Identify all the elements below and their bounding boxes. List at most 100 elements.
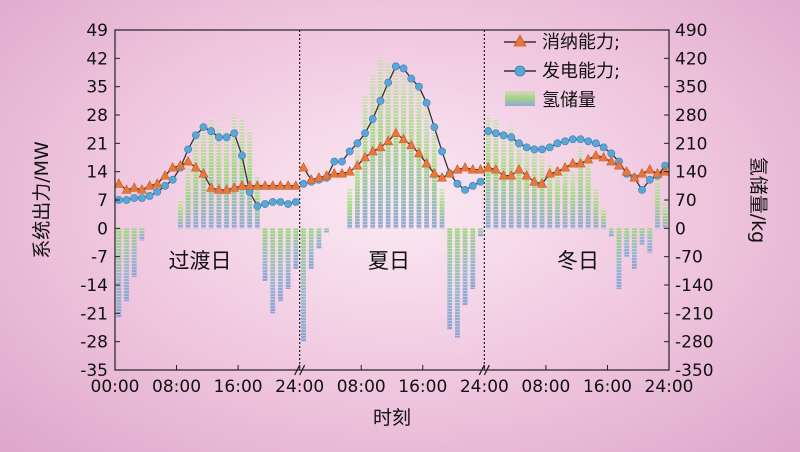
generate-point xyxy=(507,133,516,142)
hydrogen-bar-texture xyxy=(116,228,122,318)
y-axis-title-right: 氢储量/kg xyxy=(747,157,769,243)
hydrogen-bar-texture xyxy=(539,155,545,229)
absorb-point xyxy=(552,166,563,176)
generate-point xyxy=(453,179,462,188)
left-tick-label: -28 xyxy=(80,333,108,353)
generate-point xyxy=(645,175,654,184)
hydrogen-bar-texture xyxy=(416,86,422,229)
generate-point xyxy=(384,78,393,87)
left-tick-label: -14 xyxy=(80,276,108,296)
generate-point xyxy=(145,192,154,200)
absorb-point xyxy=(606,155,617,166)
generate-point xyxy=(261,200,269,208)
generate-line xyxy=(118,126,296,207)
right-tick-label: 280 xyxy=(675,106,707,126)
x-tick-label: 08:00 xyxy=(521,377,570,397)
absorb-point xyxy=(406,139,417,150)
left-tick-label: -7 xyxy=(91,248,108,268)
left-tick-label: -21 xyxy=(80,304,108,324)
absorb-point xyxy=(467,164,478,174)
generate-point xyxy=(207,127,216,136)
right-tick-label: 210 xyxy=(675,134,707,154)
generate-point xyxy=(284,200,293,208)
generate-point xyxy=(599,143,608,152)
left-tick-label: 21 xyxy=(86,134,108,154)
generate-point xyxy=(468,181,477,190)
absorb-point xyxy=(483,161,494,172)
hydrogen-bar-texture xyxy=(647,228,653,253)
generate-point xyxy=(515,139,523,148)
absorb-point xyxy=(267,180,278,190)
hydrogen-bar-texture xyxy=(401,74,406,229)
generate-point xyxy=(338,157,346,166)
absorb-point xyxy=(329,168,340,178)
hydrogen-bar-texture xyxy=(555,167,560,229)
absorb-point xyxy=(590,149,601,160)
absorb-point xyxy=(621,166,632,176)
hydrogen-bar-texture xyxy=(562,163,568,229)
hydrogen-bar-texture xyxy=(124,228,129,302)
absorb-point xyxy=(306,174,317,184)
absorb-point xyxy=(344,166,355,176)
absorb-point xyxy=(506,170,517,180)
absorb-point xyxy=(390,127,401,138)
hydrogen-bar-texture xyxy=(239,119,245,229)
absorb-point xyxy=(413,147,424,158)
x-tick-label: 16:00 xyxy=(398,377,447,397)
hydrogen-bar-texture xyxy=(601,208,606,229)
hydrogen-bar-texture xyxy=(247,131,253,229)
legend-generate-circle-icon xyxy=(514,65,526,77)
left-tick-label: 49 xyxy=(86,21,108,41)
absorb-point xyxy=(629,172,640,182)
hydrogen-bar-texture xyxy=(585,159,591,229)
generate-point xyxy=(199,123,208,132)
absorb-point xyxy=(360,151,371,162)
hydrogen-bar-texture xyxy=(470,228,476,290)
generate-point xyxy=(122,196,131,204)
left-tick-label: -35 xyxy=(80,361,108,381)
hydrogen-bar-texture xyxy=(501,131,506,229)
x-tick-label: 08:00 xyxy=(152,377,201,397)
absorb-point xyxy=(637,168,648,178)
generate-point xyxy=(561,137,570,146)
generate-point xyxy=(291,198,300,206)
generate-point xyxy=(191,131,200,140)
y-axis-title-left: 系统出力/MW xyxy=(31,141,53,259)
generate-point xyxy=(253,202,262,210)
generate-point xyxy=(268,198,277,206)
generate-point xyxy=(330,157,339,166)
x-tick-label: 24:00 xyxy=(275,377,324,397)
absorb-point xyxy=(152,178,163,188)
right-tick-label: -210 xyxy=(675,304,714,324)
hydrogen-bar-texture xyxy=(131,228,137,277)
absorb-point xyxy=(521,170,532,180)
right-tick-label: 490 xyxy=(675,21,707,41)
absorb-point xyxy=(190,161,201,172)
absorb-point xyxy=(136,184,147,194)
absorb-point xyxy=(206,182,217,192)
hydrogen-bar-texture xyxy=(608,228,614,237)
generate-point xyxy=(484,127,493,136)
hydrogen-bar-texture xyxy=(455,228,460,338)
absorb-point xyxy=(229,182,240,192)
x-tick-label: 24:00 xyxy=(460,377,509,397)
generate-point xyxy=(161,181,169,190)
hydrogen-bar-texture xyxy=(139,228,145,241)
legend-absorb-label: 消纳能力; xyxy=(542,32,620,53)
generate-point xyxy=(276,198,285,206)
hydrogen-bar-texture xyxy=(431,127,437,229)
absorb-point xyxy=(560,161,571,172)
absorb-point xyxy=(598,151,609,162)
absorb-point xyxy=(660,166,671,176)
left-tick-label: 14 xyxy=(86,163,108,183)
right-axis: 490 420 350 280 210 140 70 0 -70 -140 -210 -280 -350 xyxy=(664,21,714,381)
hydrogen-bar-texture xyxy=(439,187,445,229)
generate-point xyxy=(499,131,508,140)
generate-point xyxy=(584,137,593,146)
hydrogen-bar-texture xyxy=(354,147,360,229)
absorb-point xyxy=(383,135,394,146)
absorb-point xyxy=(198,168,209,178)
hydrogen-bar-texture xyxy=(531,147,537,229)
segment-label-winter: 冬日 xyxy=(557,249,599,273)
segment-label-summer: 夏日 xyxy=(368,249,410,273)
